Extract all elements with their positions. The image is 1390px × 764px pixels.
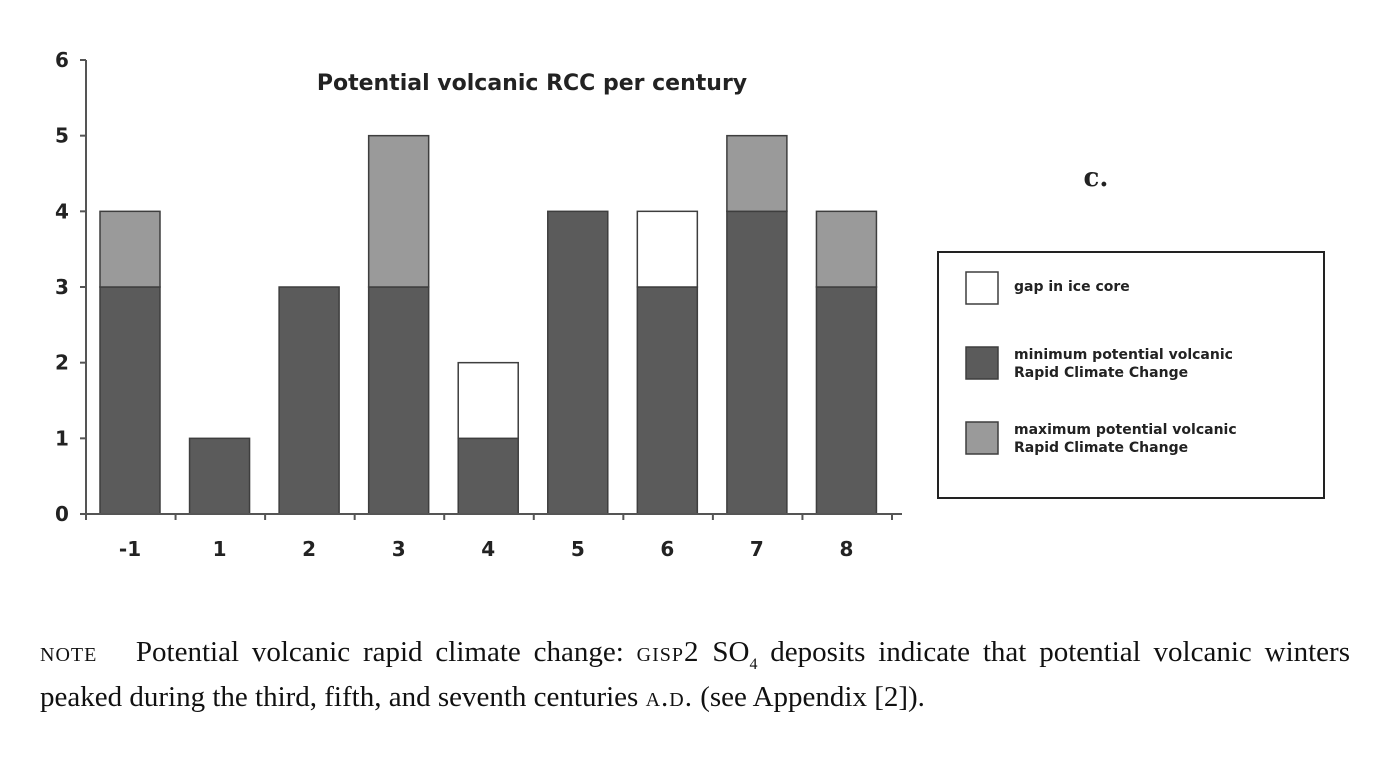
note-gisp: gisp2 <box>636 636 700 668</box>
note-subscript: 4 <box>749 656 758 673</box>
bar-min-6 <box>636 286 699 515</box>
y-tick-label-3: 3 <box>55 275 69 299</box>
legend-swatch-min <box>965 346 999 380</box>
x-tick-label-4: 4 <box>481 537 495 561</box>
legend-swatch-max <box>965 421 999 455</box>
chart: 0 1 2 3 4 5 6 -1 1 2 3 4 5 6 7 8 Potential volcanic RCC… <box>55 48 1325 561</box>
x-tick-label-2: 2 <box>302 537 316 561</box>
bar-min-8 <box>815 286 878 515</box>
note-ad: a.d. <box>645 681 693 713</box>
y-tick-label-5: 5 <box>55 124 69 148</box>
x-tick-label-8: 8 <box>839 537 853 561</box>
bar-min-4 <box>457 437 519 515</box>
bar-max--1 <box>99 210 161 288</box>
y-tick-label-2: 2 <box>55 351 69 375</box>
legend-label-min: Rapid Climate Change <box>1014 365 1188 381</box>
bar-max-8 <box>815 210 878 288</box>
note-text-3: (see Appendix [2]). <box>692 681 925 713</box>
y-tick-label-6: 6 <box>55 48 69 72</box>
axes-group: 0 1 2 3 4 5 6 -1 1 2 3 4 5 6 7 8 <box>55 48 902 561</box>
note-text-1: Potential volcanic rapid climate change: <box>135 636 637 668</box>
bar-min-1 <box>188 437 251 515</box>
bar-min-5 <box>547 210 609 515</box>
legend-label-max: maximum potential volcanic <box>1014 422 1237 438</box>
x-tick-label-1: 1 <box>213 537 227 561</box>
figure-note: note Potential volcanic rapid climate ch… <box>40 632 1350 717</box>
legend: gap in ice core minimum potential volcani… <box>937 251 1325 499</box>
x-tick-label-6: 6 <box>660 537 674 561</box>
bar-max-7 <box>726 134 788 213</box>
y-tick-label-4: 4 <box>55 199 69 223</box>
note-text-2: deposits indicate that potential volcani… <box>40 636 1350 713</box>
legend-label-max: Rapid Climate Change <box>1014 440 1188 456</box>
note-so: SO <box>699 636 750 668</box>
panel-label: c. <box>1084 163 1109 193</box>
y-tick-label-0: 0 <box>55 502 69 526</box>
bar-min-2 <box>278 286 340 515</box>
bar-min--1 <box>99 286 161 515</box>
bar-min-7 <box>726 210 788 515</box>
legend-label-min: minimum potential volcanic <box>1014 347 1233 363</box>
x-tick-label-3: 3 <box>392 537 406 561</box>
bar-gap-4 <box>457 361 519 440</box>
note-label: note <box>40 636 98 668</box>
x-tick-label--1: -1 <box>119 537 141 561</box>
bar-gap-6 <box>636 210 699 288</box>
y-tick-label-1: 1 <box>55 426 69 450</box>
x-tick-label-5: 5 <box>571 537 585 561</box>
chart-title: Potential volcanic RCC per century <box>317 71 747 96</box>
bar-min-3 <box>367 286 430 515</box>
legend-swatch-gap <box>965 271 999 305</box>
legend-label-gap: gap in ice core <box>1014 279 1130 295</box>
bar-max-3 <box>367 134 430 288</box>
bars-group <box>99 134 878 515</box>
x-tick-label-7: 7 <box>750 537 764 561</box>
legend-frame <box>937 251 1325 499</box>
